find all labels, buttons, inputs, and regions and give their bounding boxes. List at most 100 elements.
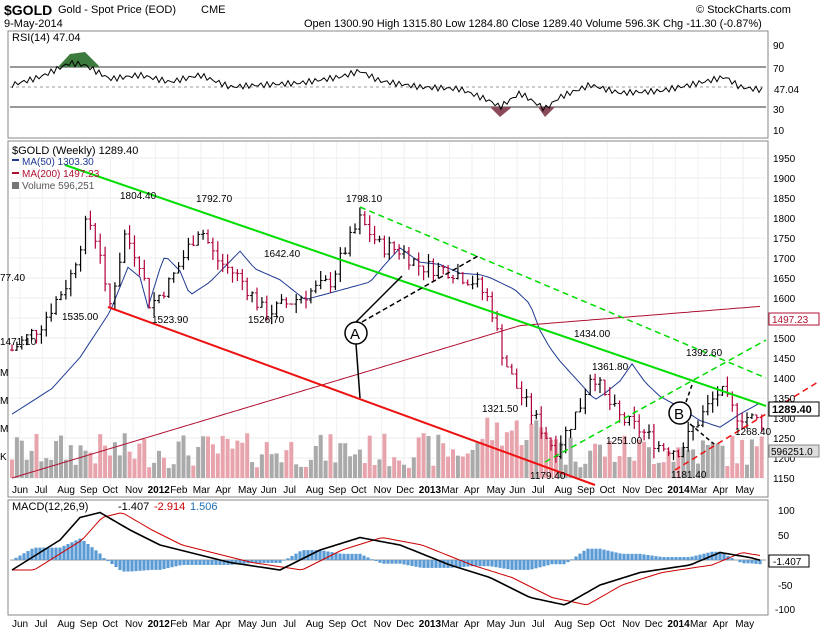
x-axis-label: Jun — [509, 619, 525, 630]
x-axis-label: Nov — [125, 485, 143, 496]
volume-bar — [671, 461, 676, 478]
volume-bar — [206, 436, 210, 478]
macd-histogram-bar — [498, 560, 502, 568]
macd-histogram-bar — [122, 560, 126, 572]
price-bar — [201, 229, 206, 240]
macd-tick: -100 — [775, 605, 795, 616]
price-bar — [14, 341, 19, 351]
macd-histogram-bar — [358, 553, 362, 560]
volume-bar — [14, 437, 19, 478]
x-axis-label: Dec — [645, 485, 663, 496]
x-axis-label: 2013 — [419, 619, 442, 630]
rsi-tick: 10 — [773, 126, 785, 137]
price-bar — [700, 405, 705, 428]
macd-histogram-bar — [634, 553, 638, 560]
macd-histogram-bar — [694, 555, 698, 560]
volume-bar — [289, 442, 294, 478]
copyright[interactable]: © StockCharts.com — [696, 4, 791, 16]
macd-histogram-bar — [450, 560, 454, 568]
macd-histogram-bar — [518, 560, 522, 570]
macd-histogram-bar — [186, 560, 190, 565]
volume-bar — [112, 442, 117, 478]
macd-histogram-bar — [318, 550, 322, 560]
price-bar — [93, 223, 98, 249]
macd-histogram-bar — [714, 551, 718, 560]
volume-bar — [632, 460, 637, 478]
macd-histogram-bar — [402, 560, 406, 565]
price-bar — [103, 246, 108, 292]
volume-bar — [108, 455, 112, 478]
price-bar — [225, 254, 230, 274]
price-bar — [436, 262, 441, 279]
x-axis-label: May — [735, 619, 754, 630]
price-bar — [284, 297, 289, 308]
volume-bar — [294, 464, 299, 478]
volume-bar — [186, 455, 191, 478]
price-bar — [259, 297, 264, 308]
x-axis-label: Nov — [374, 485, 392, 496]
macd-histogram-bar — [98, 553, 102, 560]
macd-histogram-bar — [274, 560, 278, 563]
price-bar — [524, 388, 529, 408]
volume-bar — [328, 434, 333, 478]
macd-histogram-bar — [322, 550, 326, 560]
macd-histogram-bar — [418, 560, 422, 568]
macd-histogram-bar — [578, 553, 582, 560]
macd-histogram-bar — [610, 551, 614, 560]
macd-histogram-bar — [490, 560, 494, 567]
price-bar — [612, 394, 617, 407]
volume-bar — [720, 445, 725, 478]
price-bar — [514, 368, 519, 389]
macd-histogram-bar — [594, 548, 598, 560]
macd-histogram-bar — [146, 560, 150, 571]
price-bar — [544, 426, 549, 440]
price-tick: 1400 — [773, 374, 796, 385]
macd-histogram-bar — [586, 548, 590, 560]
macd-histogram-bar — [38, 547, 42, 560]
volume-bar — [357, 449, 362, 478]
volume-bar — [176, 441, 181, 478]
price-bar — [137, 256, 142, 276]
x-axis-label: Jun — [261, 485, 277, 496]
legend-ma200: MA(200) 1497.23 — [22, 169, 100, 180]
macd-histogram-bar — [690, 556, 694, 560]
left-mark-vol: M — [0, 396, 8, 407]
price-bar — [171, 272, 176, 283]
volume-bar — [681, 446, 686, 478]
price-bar — [441, 264, 446, 275]
price-tick: 1800 — [773, 214, 796, 225]
ohlc-stats: Open 1300.90 High 1315.80 Low 1284.80 Cl… — [304, 18, 762, 30]
annotation: 1804.40 — [120, 191, 157, 202]
volume-bar — [313, 446, 318, 478]
price-bar — [710, 391, 715, 413]
x-axis-label: Jul — [532, 619, 545, 630]
price-bar — [294, 294, 299, 314]
volume-bar — [406, 467, 411, 478]
price-bar — [735, 402, 740, 430]
price-bar — [196, 231, 201, 246]
macd-histogram-bar — [314, 550, 318, 560]
x-axis-label: May — [238, 619, 257, 630]
volume-bar — [367, 435, 372, 478]
price-tick: 1900 — [773, 174, 796, 185]
macd-tick: 100 — [778, 506, 795, 517]
volume-bar — [661, 462, 666, 478]
price-tick: 1350 — [773, 394, 796, 405]
annotation: 1523.90 — [152, 315, 189, 326]
price-bar — [647, 424, 651, 440]
price-bar — [362, 211, 367, 226]
price-bar — [313, 280, 318, 294]
macd-histogram-bar — [754, 560, 758, 564]
price-bar — [132, 235, 137, 267]
price-bar — [534, 410, 539, 420]
macd-histogram-bar — [350, 553, 354, 560]
macd-tick: -50 — [778, 581, 793, 592]
x-axis-label: 2014 — [667, 619, 690, 630]
x-axis-label: Aug — [554, 485, 572, 496]
volume-bar — [402, 464, 406, 478]
macd-histogram-bar — [178, 560, 182, 566]
volume-bar — [318, 434, 323, 478]
volume-bar — [593, 443, 598, 478]
price-bar — [34, 329, 39, 344]
volume-bar — [490, 440, 495, 478]
